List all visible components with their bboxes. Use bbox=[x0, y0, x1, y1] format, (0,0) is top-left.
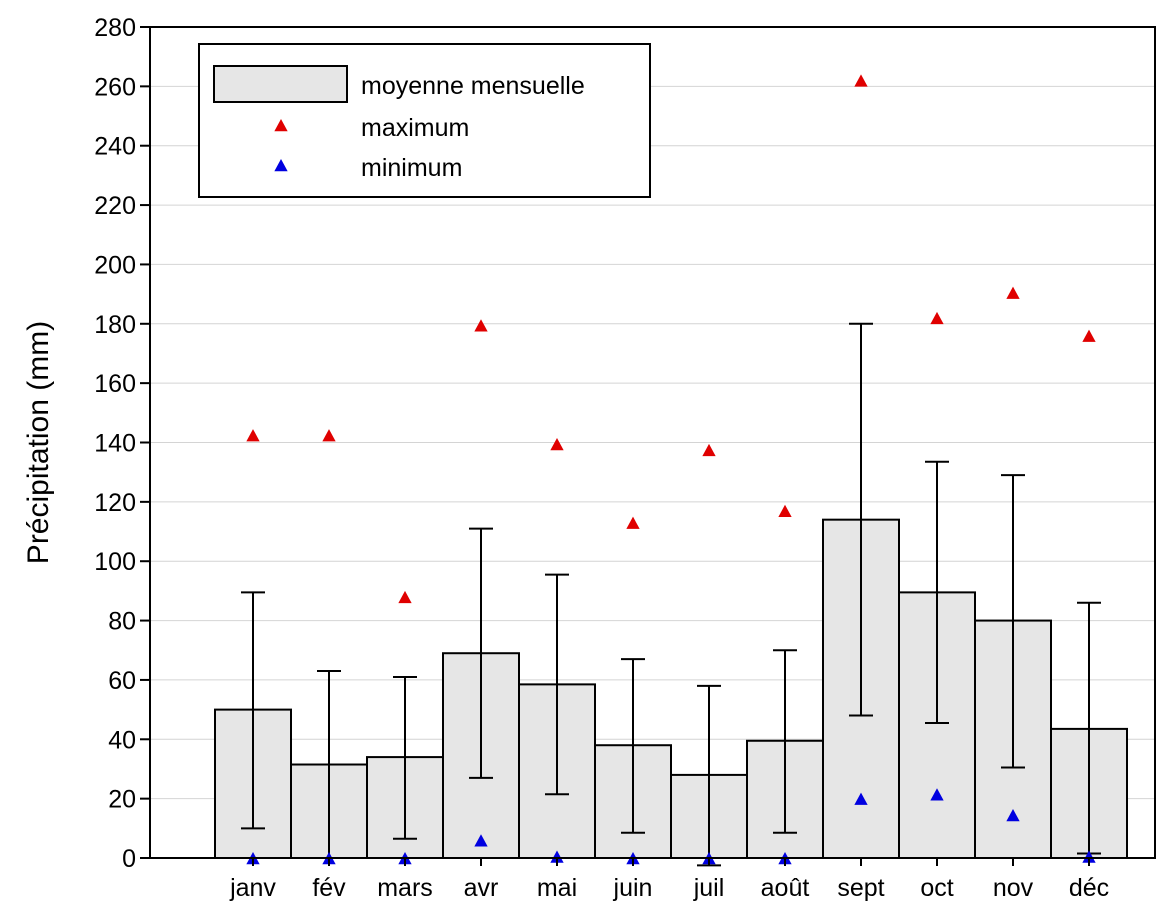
legend-label-mean: moyenne mensuelle bbox=[361, 72, 585, 100]
x-tick-label: mars bbox=[377, 874, 433, 902]
y-tick-label: 60 bbox=[108, 667, 136, 695]
x-tick-label: mai bbox=[537, 874, 577, 902]
y-tick-label: 220 bbox=[94, 192, 136, 220]
x-tick-label: déc bbox=[1069, 874, 1109, 902]
x-tick-label: avr bbox=[464, 874, 499, 902]
y-tick-label: 180 bbox=[94, 311, 136, 339]
y-tick-label: 0 bbox=[122, 845, 136, 873]
legend-label-minimum: minimum bbox=[361, 154, 462, 182]
min-marker bbox=[1006, 808, 1020, 822]
y-tick-label: 120 bbox=[94, 489, 136, 517]
x-tick-label: juil bbox=[693, 874, 725, 902]
min-marker bbox=[474, 834, 488, 847]
max-marker bbox=[474, 319, 488, 332]
max-marker bbox=[398, 590, 412, 604]
max-marker bbox=[778, 504, 792, 518]
y-tick-label: 40 bbox=[108, 726, 136, 754]
max-marker bbox=[626, 516, 640, 529]
y-tick-label: 260 bbox=[94, 73, 136, 101]
bars bbox=[214, 518, 1128, 860]
max-marker bbox=[1082, 329, 1096, 342]
y-tick-label: 20 bbox=[108, 786, 136, 814]
legend-max-triangle-icon bbox=[274, 119, 288, 132]
max-marker bbox=[930, 311, 944, 325]
y-tick-label: 160 bbox=[94, 370, 136, 398]
x-tick-label: janv bbox=[229, 874, 276, 902]
max-marker bbox=[322, 429, 336, 442]
y-tick-label: 140 bbox=[94, 430, 136, 458]
x-axis-labels: janv fév mars avr mai juin juil août sept oct nov d… bbox=[229, 858, 1109, 902]
min-marker bbox=[854, 792, 868, 805]
y-tick-label: 200 bbox=[94, 251, 136, 279]
x-tick-label: juin bbox=[613, 874, 653, 902]
legend-min-triangle-icon bbox=[274, 159, 288, 172]
legend-bar-swatch bbox=[213, 65, 348, 103]
max-marker bbox=[1006, 286, 1020, 299]
x-tick-label: nov bbox=[993, 874, 1034, 902]
min-marker bbox=[930, 788, 944, 801]
x-tick-label: oct bbox=[920, 874, 953, 902]
y-tick-label: 80 bbox=[108, 608, 136, 636]
y-axis-ticks: 0 20 40 60 80 100 120 140 160 180 200 220 240 260 280 bbox=[94, 14, 150, 873]
y-axis-title: Précipitation (mm) bbox=[22, 321, 55, 564]
markers bbox=[246, 74, 1096, 865]
min-marker bbox=[1082, 850, 1096, 863]
x-tick-label: fév bbox=[312, 874, 346, 902]
min-marker bbox=[550, 850, 564, 863]
max-marker bbox=[702, 443, 716, 457]
legend: moyenne mensuelle maximum minimum bbox=[198, 43, 651, 198]
error-bars bbox=[241, 322, 1101, 867]
max-marker bbox=[550, 437, 564, 451]
y-tick-label: 280 bbox=[94, 14, 136, 42]
x-tick-label: sept bbox=[837, 874, 884, 902]
max-marker bbox=[854, 74, 868, 87]
y-tick-label: 240 bbox=[94, 133, 136, 161]
x-tick-label: août bbox=[761, 874, 810, 902]
y-tick-label: 100 bbox=[94, 548, 136, 576]
legend-label-maximum: maximum bbox=[361, 114, 469, 142]
max-marker bbox=[246, 429, 260, 442]
